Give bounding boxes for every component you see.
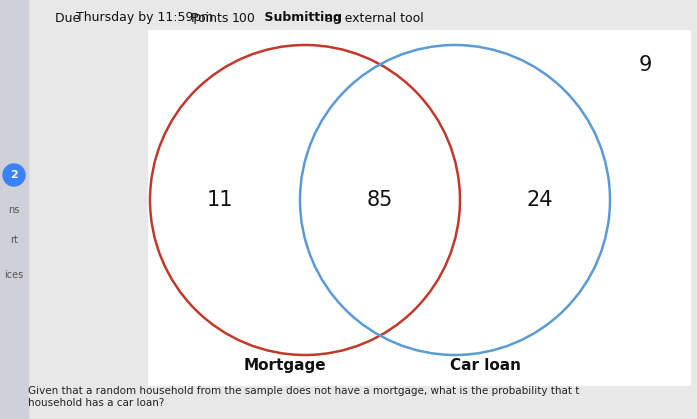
Text: Car loan: Car loan [450,357,521,372]
Text: ns: ns [8,205,20,215]
Bar [0,0,28,419]
Text: 2: 2 [10,170,18,180]
Text: ices: ices [4,270,24,280]
Circle shape [3,164,25,186]
Text: Due: Due [55,11,84,24]
Text: 11: 11 [207,190,233,210]
Text: an external tool: an external tool [325,11,424,24]
Text: rt: rt [10,235,18,245]
Text: Mortgage: Mortgage [244,357,326,372]
Text: Given that a random household from the sample does not have a mortgage, what is : Given that a random household from the s… [28,386,579,408]
Text: Thursday by 11:59pm: Thursday by 11:59pm [76,11,213,24]
Text: 85: 85 [367,190,393,210]
Text: 9: 9 [638,55,652,75]
Bar [148,30,690,385]
Text: Submitting: Submitting [247,11,347,24]
Text: 24: 24 [527,190,553,210]
Text: Points: Points [175,11,232,24]
Text: 100: 100 [232,11,256,24]
